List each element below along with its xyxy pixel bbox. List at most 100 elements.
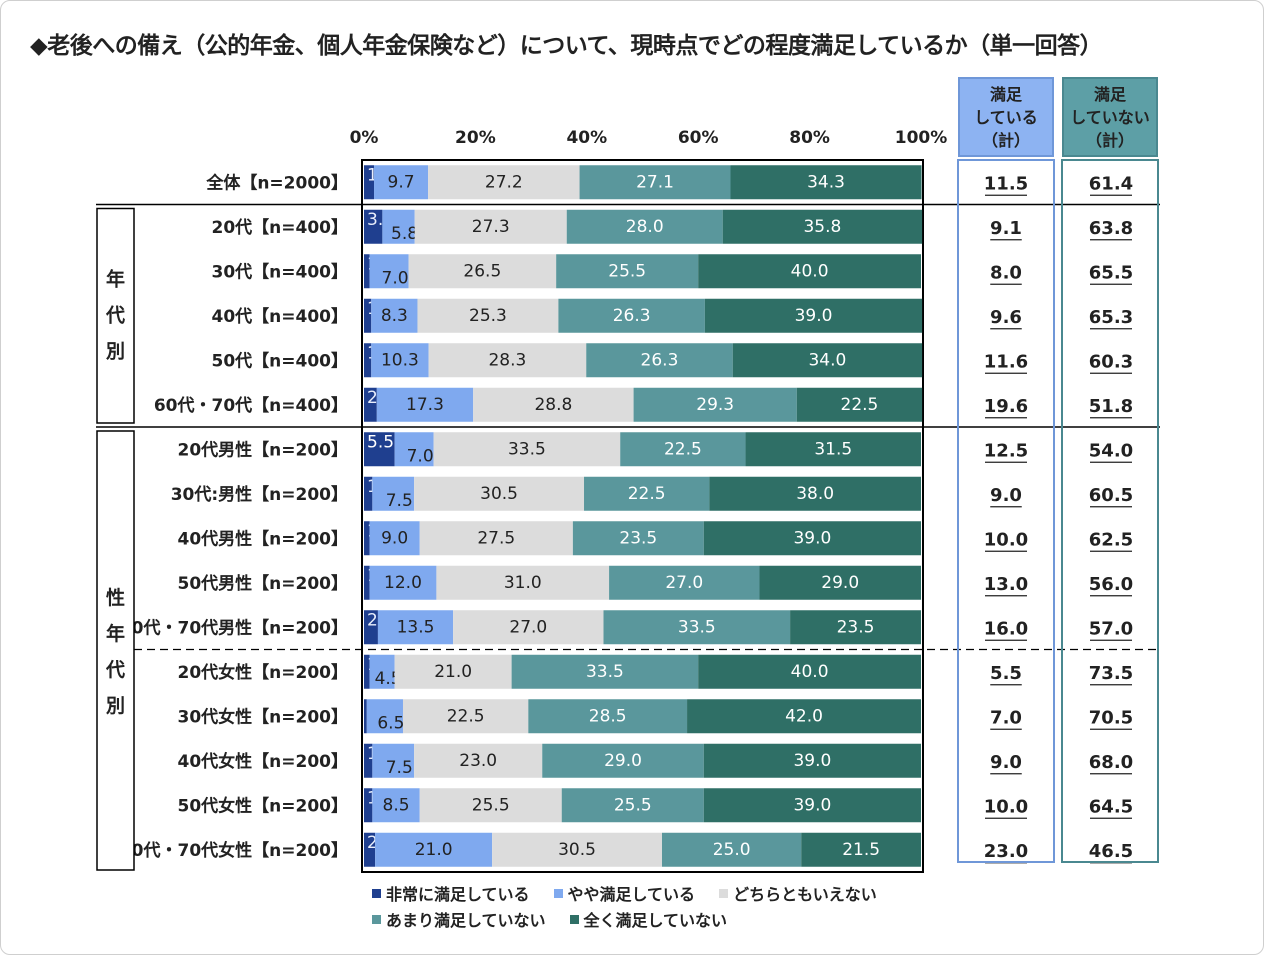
bar-segment <box>603 610 791 645</box>
bar-segment <box>473 387 634 422</box>
unsatisfied-total-value: 60.5 <box>1089 485 1133 506</box>
bar-segment <box>364 476 373 511</box>
data-label: 29.0 <box>604 751 642 771</box>
group-label-age: 年 <box>106 267 125 290</box>
data-label: 26.3 <box>641 350 679 370</box>
data-label: 27.5 <box>477 528 515 548</box>
data-label: 33.5 <box>678 617 716 637</box>
data-label: 7.5 <box>386 758 413 778</box>
bar-segment <box>698 654 921 689</box>
data-label: 25.0 <box>713 840 751 860</box>
bar-segment <box>703 521 921 556</box>
bar-segment <box>364 254 370 289</box>
bar-segment <box>528 699 688 734</box>
bar-segment <box>428 343 587 378</box>
unsatisfied-total-value: 51.8 <box>1089 396 1133 417</box>
group-label-gender-age: 代 <box>105 659 125 681</box>
bar-segment <box>698 254 921 289</box>
plot-frame <box>361 159 924 873</box>
bar-segment <box>453 610 604 645</box>
unsatisfied-total-column <box>1061 159 1159 863</box>
bar-segment <box>417 298 559 333</box>
unsatisfied-total-value: 64.5 <box>1089 796 1133 817</box>
data-label: 5.8 <box>391 224 418 244</box>
bar-segment <box>364 832 376 867</box>
category-label: 50代女性【n=200】 <box>178 795 349 816</box>
unsatisfied-total-value: 60.3 <box>1089 351 1133 372</box>
data-label: 21.0 <box>415 840 453 860</box>
bar-segment <box>561 788 704 823</box>
data-label: 30.5 <box>480 484 518 504</box>
unsatisfied-total-value: 65.3 <box>1089 307 1133 328</box>
legend-item: あまり満足していない <box>372 907 546 931</box>
bar-segment <box>730 165 922 200</box>
bar-segment <box>722 209 923 244</box>
bar-segment <box>687 699 921 734</box>
bar-segment <box>579 165 731 200</box>
legend-swatch <box>569 914 579 924</box>
bar-segment <box>394 654 512 689</box>
group-label-gender-age: 別 <box>106 695 125 717</box>
category-label: 50代【n=400】 <box>212 350 349 371</box>
satisfied-total-value: 19.6 <box>984 396 1028 417</box>
x-tick-label: 100% <box>895 128 948 148</box>
category-label: 60代・70代男性【n=200】 <box>120 617 348 638</box>
category-label: 30代:男性【n=200】 <box>171 484 348 505</box>
legend-label: 全く満足していない <box>583 911 728 930</box>
bar-segment <box>801 832 921 867</box>
bar-segment <box>586 343 733 378</box>
category-label: 20代男性【n=200】 <box>178 439 349 460</box>
group-label-age: 代 <box>105 304 125 326</box>
bar-segment <box>402 699 529 734</box>
legend-row: 非常に満足している やや満足している どちらともいえない <box>372 880 901 906</box>
bar-segment <box>377 610 454 645</box>
bar-segment <box>704 298 923 333</box>
data-label: 5.5 <box>367 432 394 452</box>
satisfied-total-value: 11.5 <box>984 173 1028 194</box>
unsatisfied-total-value: 61.4 <box>1089 173 1133 194</box>
data-label: 28.3 <box>488 350 526 370</box>
category-label: 20代【n=400】 <box>212 217 349 238</box>
bar-segment <box>419 788 562 823</box>
bar-segment <box>371 298 418 333</box>
satisfied-total-header: 満足 している （計） <box>958 77 1054 157</box>
bar-segment <box>703 743 921 778</box>
bar-segment <box>492 832 662 867</box>
group-box-gender-age <box>96 430 135 871</box>
satisfied-total-value: 11.6 <box>984 351 1028 372</box>
category-label: 40代男性【n=200】 <box>178 528 349 549</box>
group-label-gender-age: 性 <box>106 586 125 609</box>
bar-segment <box>633 387 797 422</box>
data-label: 42.0 <box>785 706 823 726</box>
bar-segment <box>369 521 420 556</box>
bar-segment <box>759 565 921 600</box>
data-label: 38.0 <box>796 484 834 504</box>
bar-segment <box>369 254 409 289</box>
data-label: 39.0 <box>795 306 833 326</box>
unsatisfied-total-value: 65.5 <box>1089 262 1133 283</box>
category-label: 全体【n=2000】 <box>205 172 348 193</box>
data-label: 22.5 <box>628 484 666 504</box>
bar-segment <box>556 254 699 289</box>
data-label: 39.0 <box>793 751 831 771</box>
legend-label: やや満足している <box>567 885 696 904</box>
data-label: 22.5 <box>841 395 879 415</box>
bar-segment <box>790 610 921 645</box>
bar-segment <box>572 521 704 556</box>
bar-segment <box>364 654 370 689</box>
data-label: 13.5 <box>397 617 435 637</box>
x-tick-label: 40% <box>566 128 607 148</box>
data-label: 12.0 <box>384 573 422 593</box>
bar-segment <box>364 165 375 200</box>
group-label-age: 別 <box>106 340 125 362</box>
unsatisfied-total-value: 54.0 <box>1089 440 1133 461</box>
bar-segment <box>382 209 415 244</box>
data-label: 22.5 <box>664 439 702 459</box>
bar-segment <box>364 610 378 645</box>
data-label: 27.3 <box>472 217 510 237</box>
unsatisfied-total-value: 46.5 <box>1089 841 1133 862</box>
data-label: 21.5 <box>842 840 880 860</box>
data-label: 28.8 <box>534 395 572 415</box>
bar-segment <box>661 832 802 867</box>
